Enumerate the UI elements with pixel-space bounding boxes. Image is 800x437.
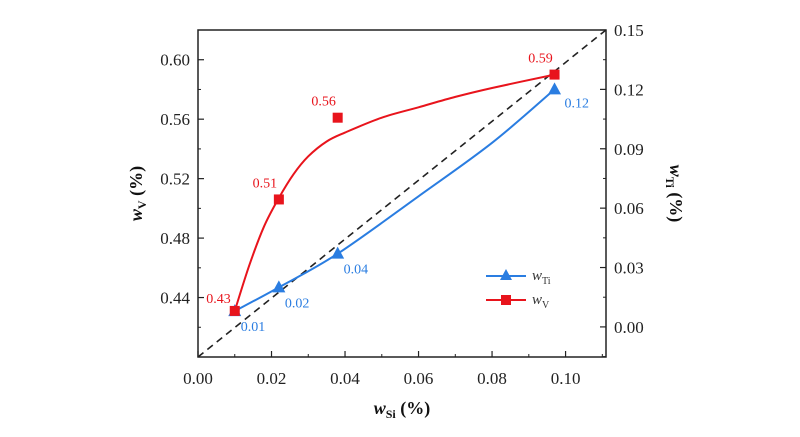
x-tick-label: 0.08: [477, 369, 507, 388]
data-label-w_V: 0.56: [311, 95, 336, 110]
x-tick-label: 0.06: [404, 369, 434, 388]
reference-dashed-line: [197, 29, 607, 358]
y-right-tick-label: 0.12: [614, 80, 644, 99]
y-right-tick-label: 0.00: [614, 318, 644, 337]
y-right-tick-label: 0.03: [614, 259, 644, 278]
y-right-axis-label: wTi (%): [663, 165, 686, 223]
y-left-tick-label: 0.52: [160, 170, 190, 189]
x-tick-label: 0.02: [257, 369, 287, 388]
y-left-tick-label: 0.44: [160, 289, 190, 308]
marker-w_V: [273, 194, 284, 205]
y-left-tick-label: 0.48: [160, 229, 190, 248]
plot-frame: [197, 29, 607, 358]
data-label-w_Ti: 0.12: [565, 96, 590, 111]
marker-w_Ti: [331, 246, 345, 259]
y-left-tick-label: 0.56: [160, 110, 190, 129]
legend-label-w_Ti: wTi: [532, 268, 551, 287]
x-tick-label: 0.00: [183, 369, 213, 388]
legend-marker-w_Ti: [500, 269, 512, 280]
marker-w_V: [332, 112, 343, 123]
legend-marker-w_V: [501, 295, 511, 305]
data-label-w_V: 0.43: [206, 292, 231, 307]
data-label-w_Ti: 0.02: [285, 296, 310, 311]
x-tick-label: 0.04: [330, 369, 360, 388]
marker-w_V: [229, 305, 240, 316]
y-right-tick-label: 0.15: [614, 21, 644, 40]
data-label-w_V: 0.51: [253, 176, 278, 191]
marker-w_Ti: [272, 280, 286, 293]
x-tick-label: 0.10: [551, 369, 581, 388]
series-line-w_V: [233, 73, 555, 312]
x-axis-label: wSi (%): [374, 398, 431, 421]
marker-w_Ti: [548, 82, 562, 95]
y-right-tick-label: 0.06: [614, 199, 644, 218]
y-left-tick-label: 0.60: [160, 51, 190, 70]
data-label-w_Ti: 0.01: [241, 320, 266, 335]
y-right-tick-label: 0.09: [614, 140, 644, 159]
legend-label-w_V: wV: [532, 292, 550, 311]
marker-w_V: [549, 69, 560, 80]
y-left-axis-label: wV (%): [126, 166, 149, 221]
data-label-w_V: 0.59: [528, 52, 553, 67]
data-label-w_Ti: 0.04: [344, 263, 369, 278]
